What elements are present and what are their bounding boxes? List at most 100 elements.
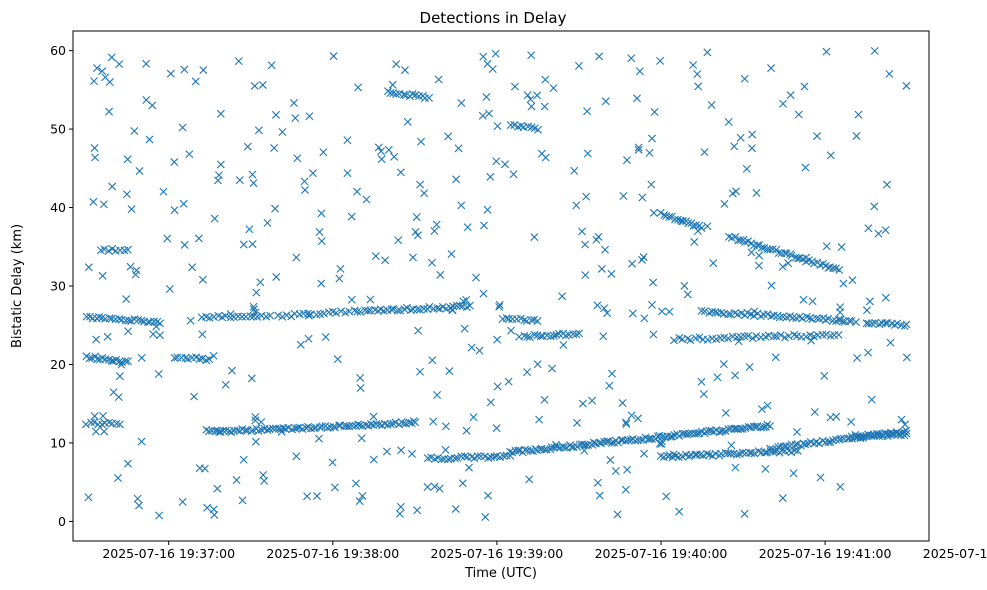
detection-marker xyxy=(260,476,269,485)
detection-marker xyxy=(411,227,420,236)
detection-marker xyxy=(414,326,423,335)
detection-marker xyxy=(747,448,756,457)
detection-marker xyxy=(761,448,770,457)
detection-marker xyxy=(254,426,263,435)
detection-marker xyxy=(818,330,827,339)
detection-marker xyxy=(815,439,824,448)
detection-marker xyxy=(530,233,539,242)
detection-marker xyxy=(303,492,312,501)
y-axis-label: Bistatic Delay (km) xyxy=(10,224,25,348)
detection-marker xyxy=(832,435,841,444)
detection-marker xyxy=(321,333,330,342)
detection-marker xyxy=(787,251,796,260)
detection-marker xyxy=(685,452,694,461)
detection-marker xyxy=(363,306,372,315)
detection-marker xyxy=(767,281,776,290)
detection-marker xyxy=(89,197,98,206)
detection-marker xyxy=(580,446,589,455)
detection-marker xyxy=(713,308,722,317)
detection-marker xyxy=(221,311,230,320)
detection-marker xyxy=(546,445,555,454)
detection-marker xyxy=(347,295,356,304)
detection-marker xyxy=(684,219,693,228)
detection-marker xyxy=(409,417,418,426)
detection-marker xyxy=(607,438,616,447)
detection-marker xyxy=(397,446,406,455)
detection-marker xyxy=(874,229,883,238)
detection-marker xyxy=(824,314,833,323)
detection-marker xyxy=(84,263,93,272)
detection-marker xyxy=(271,204,280,213)
detection-marker xyxy=(745,363,754,371)
detection-marker xyxy=(473,452,482,461)
detection-marker xyxy=(330,423,339,432)
detection-marker xyxy=(747,248,756,257)
detection-marker xyxy=(460,452,469,461)
detection-marker xyxy=(493,335,502,344)
detection-marker xyxy=(178,123,187,132)
detection-marker xyxy=(388,80,397,89)
detection-marker xyxy=(669,336,678,345)
detection-marker xyxy=(216,160,225,169)
detection-marker xyxy=(270,144,279,153)
detection-marker xyxy=(637,435,646,444)
detection-marker xyxy=(445,367,454,376)
detection-marker xyxy=(454,144,463,153)
detection-marker xyxy=(800,82,809,91)
detection-marker xyxy=(463,223,472,232)
detection-marker xyxy=(509,170,518,179)
detection-marker xyxy=(847,316,856,325)
detection-marker xyxy=(697,306,706,315)
detection-marker xyxy=(747,144,756,153)
detection-marker xyxy=(93,64,101,73)
detection-marker xyxy=(605,381,614,390)
detection-marker xyxy=(347,212,356,221)
detection-marker xyxy=(423,454,432,463)
detection-marker xyxy=(754,261,763,270)
detection-marker xyxy=(467,343,476,352)
detection-marker xyxy=(198,354,207,363)
detection-marker xyxy=(492,424,501,433)
detection-marker xyxy=(622,419,631,428)
detection-marker xyxy=(91,427,100,436)
detection-marker xyxy=(232,476,241,485)
detection-marker xyxy=(865,297,874,306)
detection-marker xyxy=(666,432,675,441)
detection-marker xyxy=(697,377,706,386)
detection-marker xyxy=(669,450,678,459)
detection-marker xyxy=(369,455,378,464)
detection-marker xyxy=(430,227,439,235)
detection-marker xyxy=(655,439,664,448)
detection-marker xyxy=(540,395,549,404)
detection-marker xyxy=(525,475,534,484)
detection-marker xyxy=(743,331,752,340)
detection-marker xyxy=(482,93,491,102)
detection-marker xyxy=(101,355,110,364)
detection-marker xyxy=(774,249,783,257)
detection-marker xyxy=(386,420,395,429)
detection-marker xyxy=(137,353,146,362)
detection-marker xyxy=(786,91,795,100)
detection-marker xyxy=(122,295,131,304)
detection-marker xyxy=(348,421,357,430)
detection-marker xyxy=(354,420,363,429)
detection-marker xyxy=(530,330,539,339)
detection-marker xyxy=(525,333,534,342)
detection-marker xyxy=(483,205,492,214)
detection-marker xyxy=(581,271,590,280)
detection-marker xyxy=(413,305,422,314)
detection-marker xyxy=(581,240,590,249)
detection-marker xyxy=(627,411,636,420)
detection-marker xyxy=(238,496,247,505)
detection-marker xyxy=(852,131,861,140)
detection-marker xyxy=(99,200,108,209)
detection-marker xyxy=(837,243,846,252)
detection-marker xyxy=(793,446,802,455)
detection-marker xyxy=(94,420,103,429)
detection-marker xyxy=(628,259,637,268)
detection-marker xyxy=(304,311,313,320)
detection-marker xyxy=(248,170,257,179)
detection-marker xyxy=(738,448,747,457)
detection-marker xyxy=(675,432,684,441)
detection-marker xyxy=(559,443,568,452)
